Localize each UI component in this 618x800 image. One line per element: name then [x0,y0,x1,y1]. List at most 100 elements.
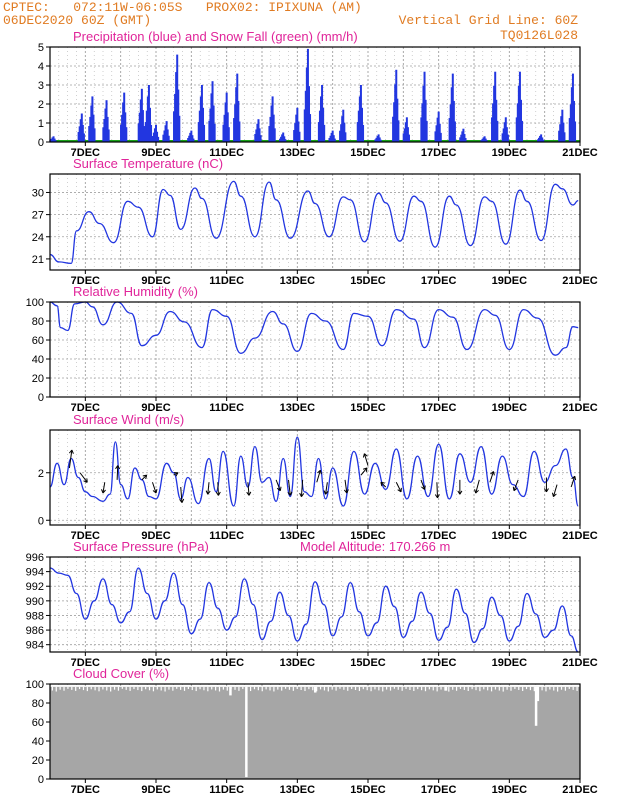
x-tick-label: 13DEC [280,402,316,414]
precip-bar [464,138,467,142]
precip-bar [491,117,494,142]
cloud-cover-gap [261,686,263,692]
precip-bar [374,139,377,142]
cloud-cover-gap [288,686,291,690]
precip-bar [175,72,178,142]
y-tick-label: 988 [26,610,44,622]
precip-bar [503,122,506,142]
precip-bar [163,130,166,142]
precip-bar [518,71,521,142]
cloud-cover-gap [180,686,182,690]
precip-bar [51,137,54,142]
wind-vector-head [434,494,440,499]
precip-bar [167,135,170,142]
header-model-id: TQ0126L028 [499,28,578,43]
x-tick-label: 21DEC [562,657,598,669]
cloud-cover-gap [529,686,532,691]
precip-bar [89,116,92,142]
precip-bar [293,130,296,142]
x-tick-label: 11DEC [209,275,244,287]
precip-bar [481,138,484,142]
precip-bar [50,138,53,142]
cloud-cover-gap [452,686,454,690]
cloud-cover-gap [67,686,69,689]
precip-bar [146,96,149,142]
cloud-title: Cloud Cover (%) [73,666,169,681]
x-tick-label: 19DEC [492,657,528,669]
wind-vector [489,471,494,483]
x-tick-label: 21DEC [562,402,598,414]
wind-vector-head [571,475,577,481]
precip-bar [199,96,202,142]
wind-vector-head [362,453,368,458]
y-tick-label: 100 [26,679,44,691]
y-tick-label: 60 [32,335,44,347]
cloud-cover-gap [553,686,555,691]
y-tick-label: 996 [26,552,44,564]
precip-bar [436,117,439,142]
cloud-cover-gap [176,686,178,689]
wind-vector-head [299,492,305,497]
cloud-cover-gap [397,686,399,690]
cloud-cover-gap [319,686,322,690]
y-tick-label: 100 [26,297,44,309]
y-tick-label: 0 [38,392,44,404]
cloud-cover-gap [133,686,135,690]
precip-bar [174,93,177,142]
precip-bar [120,124,123,142]
cloud-cover-gap [533,686,535,692]
precip-bar [541,137,544,142]
cloud-cover-gap [366,686,368,691]
x-tick-label: 9DEC [141,657,170,669]
precip-bar [309,114,312,142]
wind-vector [316,470,321,483]
precip-bar [343,122,346,142]
precip-bar [359,85,362,142]
wind-vector-head [115,465,121,470]
cloud-cover-gap [226,686,228,691]
wind-vector [325,482,328,495]
cloud-cover-gap [459,686,462,689]
cloud-cover-gap [323,686,326,691]
x-tick-label: 9DEC [141,784,170,796]
cloud-cover-gap [145,686,147,690]
cloud-cover-gap [421,686,423,691]
cloud-cover-gap [71,686,73,690]
wind-vector-head [343,489,349,494]
cloud-cover-gap [354,686,357,690]
x-tick-label: 11DEC [209,530,244,542]
precip-bar [157,136,160,142]
precip-bar [320,96,323,142]
x-tick-label: 17DEC [421,275,457,287]
precip-bar [224,102,227,142]
cloud-cover-gap [296,686,298,689]
precip-bar [452,100,455,142]
precip-bar [211,81,214,142]
y-tick-label: 24 [32,232,44,244]
precip-bar [156,131,159,142]
cloud-cover-gap [331,686,333,690]
precip-bar [435,125,438,142]
x-tick-label: 19DEC [492,147,528,159]
precip-bar [142,126,145,142]
x-tick-label: 11DEC [209,402,244,414]
cloud-cover-gap [436,686,438,692]
precip-bar [162,134,165,142]
precip-bar [79,119,82,142]
cloud-cover-gap [351,686,353,689]
precip-bar [484,138,487,142]
x-tick-label: 17DEC [421,147,457,159]
precip-bar [176,54,179,142]
precip-bar [257,119,260,142]
x-tick-label: 9DEC [141,275,170,287]
cloud-cover-gap [316,686,318,692]
cloud-cover-gap [490,686,493,692]
cloud-cover-gap [129,686,131,691]
precip-bar [225,92,228,142]
x-tick-label: 21DEC [562,784,598,796]
x-tick-label: 11DEC [209,657,244,669]
precip-bar [53,138,56,142]
precip-bar [77,132,80,142]
precip-bar [330,132,333,142]
